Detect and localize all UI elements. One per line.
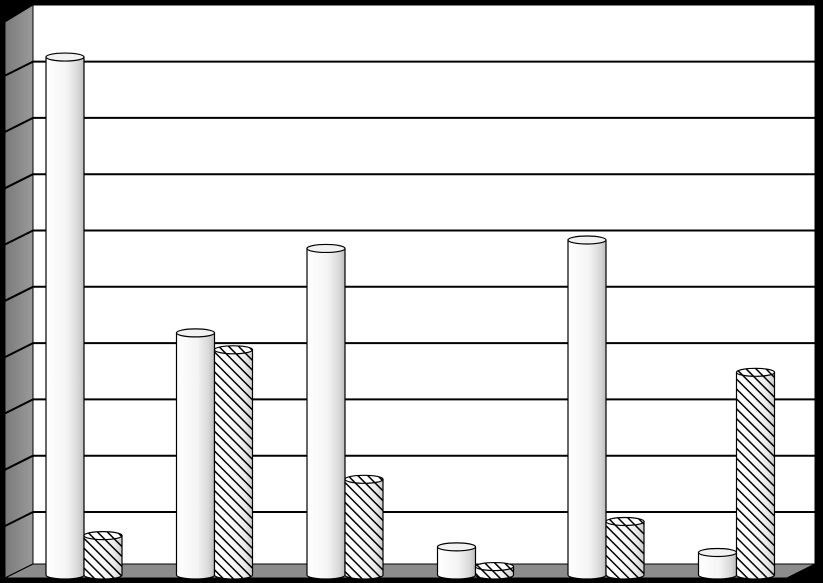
plot-side-wall xyxy=(4,4,34,579)
side-gridline xyxy=(4,511,34,527)
bar-s2-c6 xyxy=(735,367,776,580)
side-gridline xyxy=(4,117,34,133)
bar-s1-c5 xyxy=(567,235,607,580)
bar-s1-c3 xyxy=(306,243,346,580)
side-gridline xyxy=(4,229,34,246)
bar-s2-c4 xyxy=(474,561,515,580)
bar-s2-c1 xyxy=(83,530,123,580)
bar-s1-c4 xyxy=(436,542,477,580)
side-gridline xyxy=(4,173,34,190)
side-gridline xyxy=(4,60,34,77)
bar-s2-c5 xyxy=(605,516,645,580)
side-gridline xyxy=(4,454,34,471)
bar-s1-c1 xyxy=(45,52,85,580)
side-gridline xyxy=(4,342,34,358)
plot-floor xyxy=(4,563,816,579)
bar-s1-c6 xyxy=(697,547,738,580)
side-gridline xyxy=(4,398,34,415)
bar-s2-c2 xyxy=(213,345,254,580)
bar-s1-c2 xyxy=(175,328,216,580)
plot-back-wall xyxy=(32,4,816,565)
bars xyxy=(45,52,776,580)
gridlines xyxy=(4,60,815,527)
side-gridline xyxy=(4,285,34,302)
bar-s2-c3 xyxy=(344,474,384,580)
